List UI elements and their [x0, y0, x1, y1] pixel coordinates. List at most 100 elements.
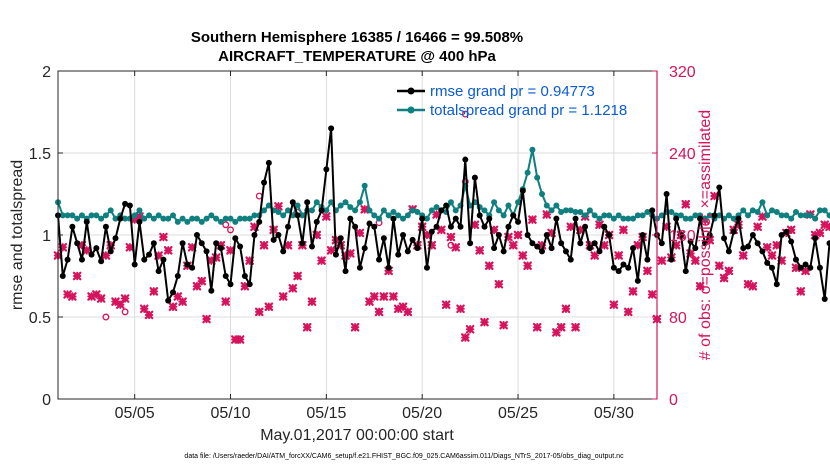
obs-assimilated-marker — [144, 310, 154, 320]
obs-assimilated-marker — [456, 304, 465, 314]
series-layer — [53, 110, 830, 344]
obs-possible-marker — [461, 110, 469, 118]
obs-assimilated-marker — [513, 230, 523, 240]
totalspread-point — [347, 204, 354, 211]
rmse-point — [673, 215, 680, 222]
rmse-point — [174, 273, 181, 279]
totalspread-point — [538, 191, 545, 197]
rmse-point — [69, 223, 76, 230]
totalspread-point — [826, 212, 830, 219]
obs-assimilated-marker — [192, 281, 202, 291]
rmse-point — [716, 184, 723, 191]
rmse-point — [730, 228, 737, 235]
obs-assimilated-marker — [120, 294, 130, 303]
rmse-point — [543, 232, 550, 238]
rmse-point — [677, 232, 684, 238]
totalspread-point — [658, 212, 665, 219]
totalspread-point — [155, 212, 162, 219]
totalspread-point — [356, 199, 363, 206]
rmse-point — [788, 238, 795, 245]
obs-assimilated-marker — [484, 261, 494, 271]
totalspread-point — [74, 215, 81, 222]
obs-assimilated-marker — [355, 228, 365, 238]
obs-assimilated-marker — [571, 322, 580, 332]
y-axis-right-label: # of obs: o=possible; ×=assimilated — [697, 110, 714, 360]
obs-assimilated-marker — [82, 246, 92, 255]
totalspread-point — [385, 212, 392, 219]
totalspread-point — [687, 215, 694, 222]
totalspread-point — [730, 215, 737, 222]
x-tick-label: 05/30 — [594, 405, 634, 422]
rmse-point — [558, 240, 565, 247]
rmse-point — [299, 240, 306, 247]
totalspread-point — [299, 212, 306, 219]
rmse-point — [644, 256, 651, 263]
obs-assimilated-marker — [657, 256, 667, 265]
rmse-point — [246, 281, 253, 288]
rmse-point — [213, 240, 220, 247]
y-left-tick-label: 1 — [42, 228, 51, 245]
y-left-tick-label: 0 — [42, 392, 51, 409]
rmse-point — [443, 202, 450, 209]
rmse-point — [74, 240, 81, 247]
totalspread-point — [582, 212, 589, 219]
obs-possible-marker — [222, 221, 230, 229]
rmse-point — [371, 223, 378, 230]
rmse-point — [256, 218, 263, 225]
rmse-point — [198, 240, 205, 247]
y-axis-left-label: rmse and totalspread — [9, 160, 26, 310]
totalspread-point — [246, 215, 253, 222]
rmse-point — [792, 256, 799, 263]
obs-assimilated-marker — [518, 251, 528, 260]
rmse-point — [797, 264, 804, 271]
obs-assimilated-marker — [480, 317, 489, 327]
rmse-line — [57, 127, 830, 302]
rmse-point — [572, 215, 579, 222]
obs-assimilated-marker — [159, 232, 168, 242]
rmse-point — [586, 245, 593, 252]
totalspread-point — [376, 215, 383, 222]
obs-assimilated-marker — [446, 232, 456, 242]
rmse-point — [208, 287, 215, 294]
totalspread-point — [797, 212, 804, 219]
rmse-point — [146, 251, 153, 258]
obs-assimilated-marker — [68, 292, 77, 301]
rmse-point — [385, 264, 392, 271]
totalspread-point — [93, 212, 100, 219]
obs-assimilated-marker — [614, 251, 623, 260]
totalspread-point — [821, 207, 828, 214]
rmse-point — [122, 200, 129, 207]
rmse-point — [332, 251, 339, 258]
totalspread-point — [572, 209, 579, 216]
obs-assimilated-marker — [317, 256, 326, 265]
rmse-point — [184, 261, 191, 268]
rmse-point — [232, 235, 239, 242]
rmse-point — [745, 243, 752, 250]
totalspread-point — [591, 212, 598, 219]
legend-spread-text: totalspread grand pr = 1.1218 — [430, 102, 627, 119]
rmse-point — [395, 251, 402, 258]
totalspread-point — [98, 215, 105, 222]
obs-assimilated-marker — [441, 300, 451, 309]
obs-assimilated-marker — [101, 251, 111, 260]
obs-assimilated-marker — [762, 243, 772, 252]
rmse-point — [217, 245, 224, 252]
obs-assimilated-marker — [695, 281, 705, 291]
rmse-point — [706, 232, 713, 238]
totalspread-point — [122, 215, 129, 222]
rmse-point — [495, 232, 502, 238]
totalspread-point — [778, 212, 785, 219]
totalspread-point — [251, 212, 258, 219]
totalspread-point — [558, 209, 565, 216]
obs-assimilated-marker — [724, 266, 734, 276]
rmse-point — [328, 125, 335, 132]
rmse-point — [778, 232, 785, 238]
rmse-point — [606, 232, 613, 238]
rmse-point — [289, 199, 296, 206]
obs-assimilated-marker — [796, 287, 806, 296]
rmse-point — [759, 248, 766, 255]
totalspread-point — [395, 212, 402, 219]
totalspread-point — [639, 212, 646, 219]
obs-assimilated-marker — [403, 307, 413, 317]
rmse-point — [438, 207, 445, 214]
